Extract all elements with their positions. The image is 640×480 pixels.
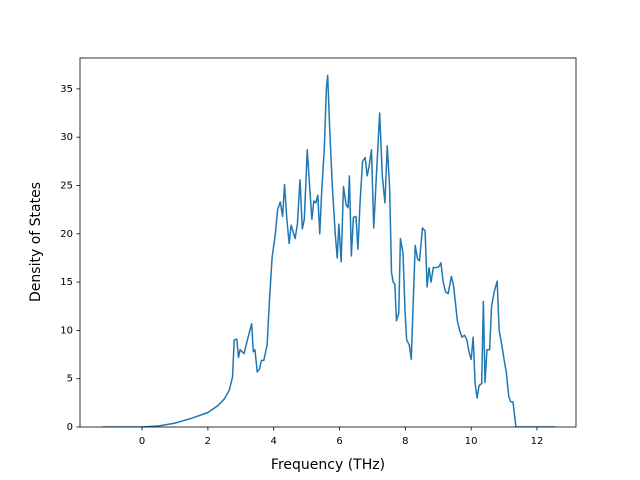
x-tick-label: 12 [531, 436, 544, 447]
y-tick-label: 0 [67, 422, 73, 433]
data-line [102, 74, 556, 427]
x-tick-label: 10 [465, 436, 478, 447]
y-tick-label: 15 [60, 277, 73, 288]
x-axis-label: Frequency (THz) [271, 457, 385, 473]
x-tick-label: 2 [205, 436, 211, 447]
y-axis-label: Density of States [28, 182, 44, 302]
x-tick-label: 4 [271, 436, 277, 447]
y-tick-label: 5 [67, 374, 73, 385]
x-tick-label: 8 [402, 436, 408, 447]
y-tick-label: 30 [60, 132, 73, 143]
y-tick-label: 25 [60, 181, 73, 192]
y-tick-label: 35 [60, 84, 73, 95]
y-tick-label: 10 [60, 325, 73, 336]
plot-frame [79, 57, 577, 428]
x-tick-label: 0 [139, 436, 145, 447]
x-tick-label: 6 [336, 436, 342, 447]
y-tick-label: 20 [60, 229, 73, 240]
